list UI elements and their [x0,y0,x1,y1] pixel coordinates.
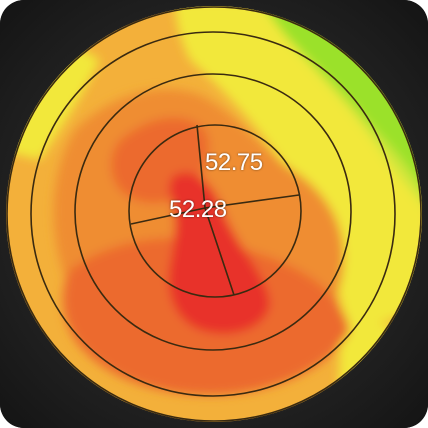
center-sector-value: 52.28 [169,196,227,223]
measurement-rings [6,6,422,422]
ring-2 [74,73,352,351]
ring-3 [30,31,396,397]
sector-line-up [196,124,206,209]
sector-line-down [204,207,235,296]
sector-line-left [130,207,206,225]
inner-ring [128,124,302,298]
sector-lines [130,124,300,296]
upper-sector-value: 52.75 [205,149,263,176]
outer-ring [6,6,422,422]
sector-line-right [204,194,300,209]
